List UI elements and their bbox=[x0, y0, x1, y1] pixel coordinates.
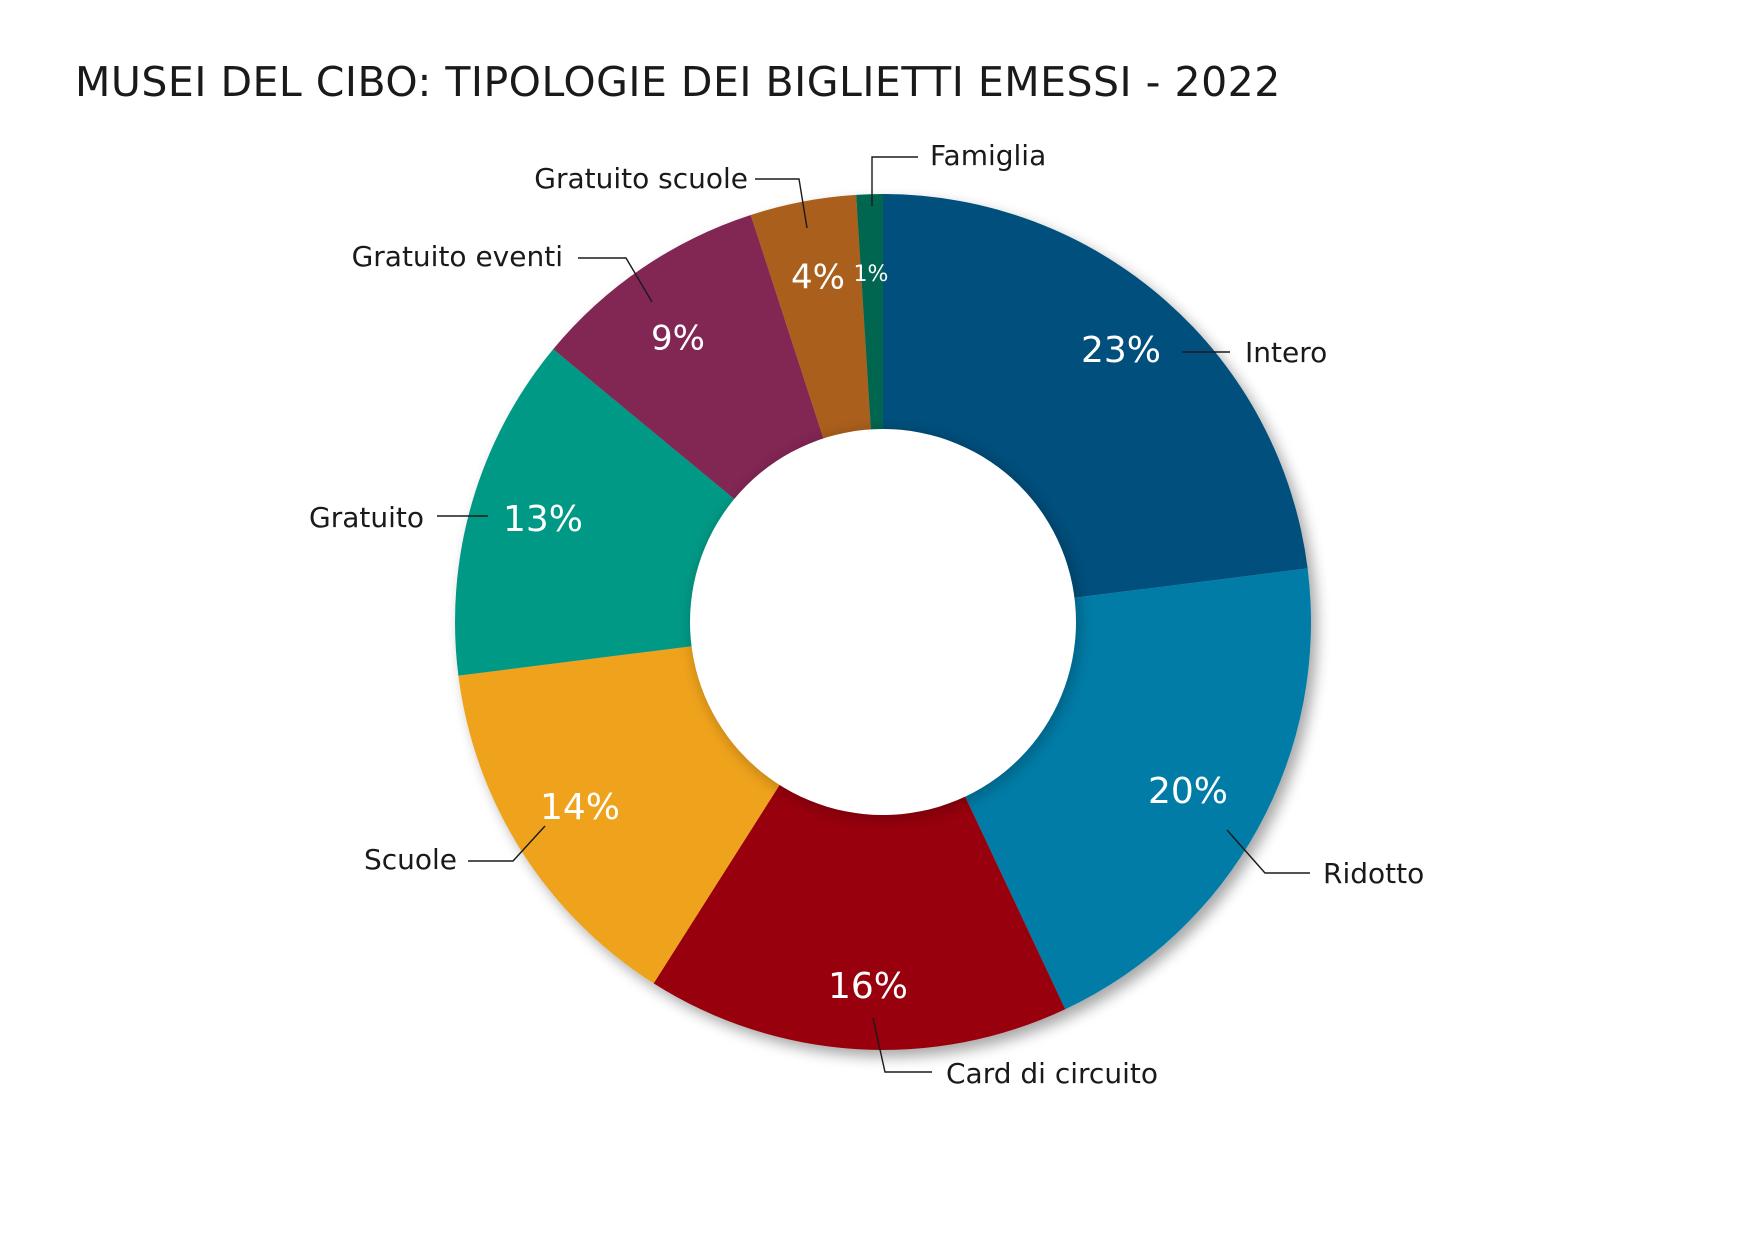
slice-value-label: 4% bbox=[791, 258, 845, 298]
slice-scuole bbox=[458, 646, 781, 984]
slice-category-label: Gratuito bbox=[309, 501, 424, 534]
slice-gratuito-scuole bbox=[750, 194, 871, 440]
slice-value-label: 16% bbox=[828, 966, 908, 1007]
slice-intero bbox=[883, 194, 1308, 598]
leader-line bbox=[755, 178, 808, 229]
slice-category-label: Gratuito scuole bbox=[534, 162, 748, 195]
slice-category-label: Gratuito eventi bbox=[352, 240, 563, 273]
slice-category-label: Scuole bbox=[364, 843, 457, 876]
slice-value-label: 13% bbox=[503, 499, 583, 540]
slice-ridotto bbox=[964, 568, 1311, 1010]
slice-value-label: 14% bbox=[540, 787, 620, 828]
slice-value-label: 23% bbox=[1081, 330, 1161, 371]
leader-line bbox=[1226, 829, 1310, 874]
slice-category-label: Famiglia bbox=[930, 139, 1046, 172]
slice-card-di-circuito bbox=[653, 784, 1066, 1050]
slice-category-label: Intero bbox=[1245, 336, 1327, 369]
slices-layer bbox=[455, 194, 1311, 1050]
leader-line bbox=[872, 1017, 932, 1073]
slice-gratuito bbox=[455, 349, 736, 676]
leader-line bbox=[468, 825, 546, 862]
leader-line bbox=[578, 257, 653, 303]
slice-value-label: 9% bbox=[651, 319, 705, 359]
donut-hole bbox=[690, 429, 1076, 815]
leader-lines bbox=[437, 156, 1310, 1073]
chart-title: MUSEI DEL CIBO: TIPOLOGIE DEI BIGLIETTI … bbox=[75, 58, 1281, 106]
labels-layer: 23% Intero 20% Ridotto 16% Card di circuito 14… bbox=[309, 139, 1424, 1090]
leader-line bbox=[871, 156, 918, 206]
slice-category-label: Card di circuito bbox=[946, 1057, 1158, 1090]
slice-famiglia bbox=[856, 194, 883, 431]
slice-gratuito-eventi bbox=[553, 214, 824, 500]
slice-value-label: 20% bbox=[1148, 771, 1228, 812]
slice-value-label: 1% bbox=[854, 262, 889, 287]
slice-category-label: Ridotto bbox=[1323, 857, 1424, 890]
